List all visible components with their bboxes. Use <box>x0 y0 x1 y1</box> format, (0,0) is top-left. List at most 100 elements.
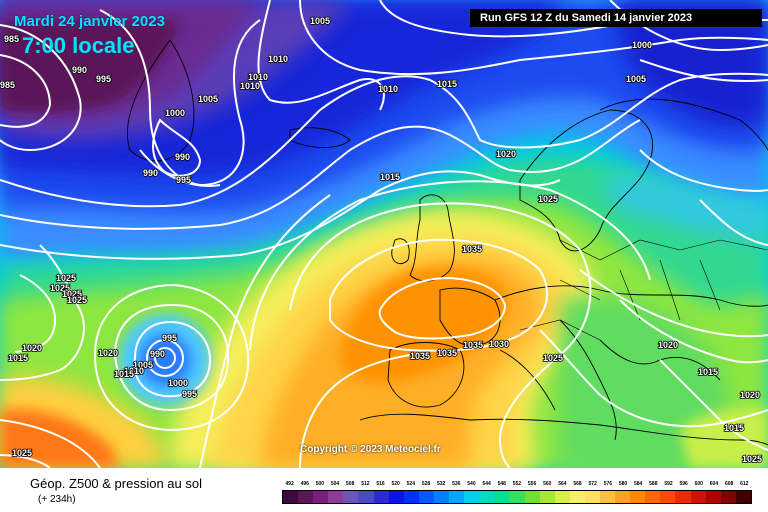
isobar-label: 995 <box>162 333 177 343</box>
scale-swatch <box>373 491 389 503</box>
isobar-label: 1000 <box>165 108 185 118</box>
scale-swatch <box>599 491 616 503</box>
scale-swatch <box>539 491 555 503</box>
scale-tick-label: 568 <box>573 481 582 487</box>
scale-swatch <box>554 491 570 503</box>
isobar-label: 990 <box>175 152 190 162</box>
scale-tick-label: 584 <box>634 481 643 487</box>
map-title: Géop. Z500 & pression au sol <box>30 476 202 491</box>
isobar-label: 1035 <box>410 351 430 361</box>
isobar-label: 1000 <box>168 378 188 388</box>
scale-tick-label: 572 <box>588 481 597 487</box>
scale-tick-label: 528 <box>421 481 431 487</box>
isobar-label: 1035 <box>462 244 482 254</box>
scale-swatch <box>298 491 314 503</box>
scale-tick-label: 524 <box>406 481 415 487</box>
scale-tick-label: 536 <box>452 481 461 487</box>
isobar-labels: 985 985 990 995 1005 1010 1010 1010 1000… <box>0 15 763 465</box>
isobar-label: 1025 <box>50 283 70 293</box>
scale-swatch <box>705 491 721 503</box>
isobar-label: 1015 <box>114 369 134 379</box>
scale-swatch <box>660 491 676 503</box>
scale-tick-label: 588 <box>649 481 658 487</box>
scale-tick-label: 580 <box>618 481 628 487</box>
scale-swatch <box>645 491 661 503</box>
scale-tick-label: 520 <box>391 481 400 487</box>
scale-swatch <box>675 491 691 503</box>
isobar-label: 1010 <box>240 81 260 91</box>
scale-tick-label: 500 <box>315 481 325 487</box>
isobar-label: 1005 <box>198 94 218 104</box>
scale-tick-label: 496 <box>300 481 309 487</box>
isobar-label: 1005 <box>626 74 646 84</box>
scale-swatch <box>343 491 359 503</box>
scale-swatch <box>328 491 344 503</box>
scale-ticks: 492 496 500 504 508 512 516 520 524 528 532 536 540 5… <box>282 478 752 490</box>
isobar-label: 1005 <box>310 16 330 26</box>
scale-tick-label: 564 <box>558 481 567 487</box>
forecast-time: 7:00 locale <box>22 33 135 58</box>
isobar-label: 1030 <box>489 339 509 349</box>
scale-swatch <box>524 491 540 503</box>
scale-tick-label: 504 <box>330 481 340 487</box>
isobar-label: 1025 <box>12 448 32 458</box>
forecast-lead-time: (+ 234h) <box>38 494 76 505</box>
isobar-label: 1000 <box>632 40 652 50</box>
geopotential-map: 985 985 990 995 1005 1010 1010 1010 1000… <box>0 0 768 468</box>
scale-swatch <box>433 491 450 503</box>
isobar-label: 1015 <box>724 423 744 433</box>
scale-tick-label: 544 <box>482 481 491 487</box>
color-scale: 492 496 500 504 508 512 516 520 524 528 532 536 540 5… <box>282 478 752 504</box>
scale-tick-label: 516 <box>376 481 385 487</box>
scale-swatch <box>283 491 299 503</box>
isobar-label: 1025 <box>538 194 558 204</box>
isobar-label: 1025 <box>742 454 762 464</box>
scale-swatch <box>690 491 706 503</box>
isobar-label: 1015 <box>380 172 400 182</box>
scale-tick-label: 548 <box>497 481 506 487</box>
isobar-label: 1015 <box>437 79 457 89</box>
scale-tick-label: 604 <box>709 481 719 487</box>
isobar-label: 1025 <box>67 295 87 305</box>
scale-tick-label: 576 <box>603 481 613 487</box>
scale-swatch <box>418 491 434 503</box>
isobar-label: 1020 <box>496 149 516 159</box>
scale-tick-label: 592 <box>664 481 673 487</box>
scale-swatch <box>313 491 329 503</box>
isobar-label: 1020 <box>658 340 678 350</box>
copyright-notice: Copyright © 2023 Meteociel.fr <box>300 444 441 455</box>
scale-swatch <box>479 491 495 503</box>
scale-tick-label: 552 <box>512 481 522 487</box>
isobar-label: 990 <box>72 65 87 75</box>
scale-swatch <box>569 491 585 503</box>
scale-tick-label: 512 <box>361 481 370 487</box>
scale-tick-label: 596 <box>679 481 688 487</box>
isobar-label: 990 <box>150 349 165 359</box>
scale-swatch <box>403 491 419 503</box>
isobar-label: 990 <box>143 168 158 178</box>
scale-tick-label: 492 <box>285 481 294 487</box>
scale-tick-label: 560 <box>543 481 552 487</box>
scale-tick-label: 556 <box>527 481 537 487</box>
isobar-label: 1010 <box>268 54 288 64</box>
isobar-label: 1015 <box>8 353 28 363</box>
model-run-banner: Run GFS 12 Z du Samedi 14 janvier 2023 <box>470 9 762 27</box>
scale-swatch <box>720 491 736 503</box>
isobar-label: 1015 <box>698 367 718 377</box>
isobar-label: 1025 <box>543 353 563 363</box>
scale-tick-label: 508 <box>346 481 355 487</box>
isobar-label: 1010 <box>378 84 398 94</box>
scale-tick-label: 608 <box>724 481 734 487</box>
scale-swatch <box>464 491 480 503</box>
isobar-label: 985 <box>0 80 15 90</box>
isobar-label: 1005 <box>133 360 153 370</box>
scale-tick-label: 532 <box>436 481 446 487</box>
z500-color-field <box>0 0 768 468</box>
isobar-label: 1035 <box>437 348 457 358</box>
scale-swatch <box>358 491 374 503</box>
isobar-label: 995 <box>176 175 191 185</box>
scale-swatch <box>509 491 525 503</box>
scale-bar <box>282 490 752 504</box>
scale-swatch <box>449 491 465 503</box>
